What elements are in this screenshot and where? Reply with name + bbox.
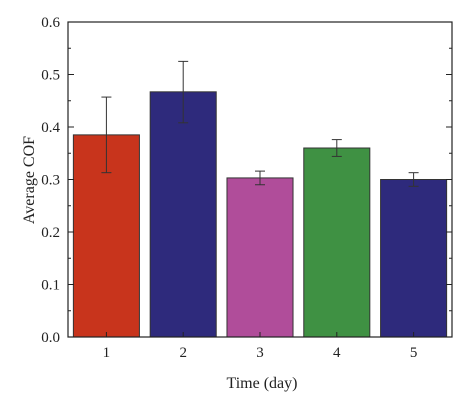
x-axis-title: Time (day): [227, 375, 298, 392]
x-tick-label-1: 1: [103, 345, 111, 361]
y-tick-label-2: 0.2: [41, 225, 60, 241]
bar-2: [149, 91, 217, 338]
bar-4: [303, 147, 371, 338]
plot-area: 1 2 3 4 5 0.0 0.1 0.2 0.3 0.4 0.5 0.6: [41, 15, 453, 361]
y-tick-label-3: 0.3: [41, 173, 60, 189]
y-tick-label-0: 0.0: [41, 330, 60, 346]
y-tick-label-4: 0.4: [41, 120, 60, 136]
x-tick-label-2: 2: [179, 345, 187, 361]
x-tick-label-3: 3: [256, 345, 264, 361]
bar-3: [226, 177, 294, 338]
y-tick-label-5: 0.5: [41, 68, 60, 84]
y-tick-label-1: 0.1: [41, 278, 60, 294]
x-tick-label-4: 4: [333, 345, 341, 361]
bar-5: [380, 179, 448, 338]
y-axis-title: Average COF: [21, 136, 38, 224]
y-tick-label-6: 0.6: [41, 15, 60, 31]
x-tick-label-5: 5: [410, 345, 418, 361]
plot-frame: [67, 21, 453, 338]
